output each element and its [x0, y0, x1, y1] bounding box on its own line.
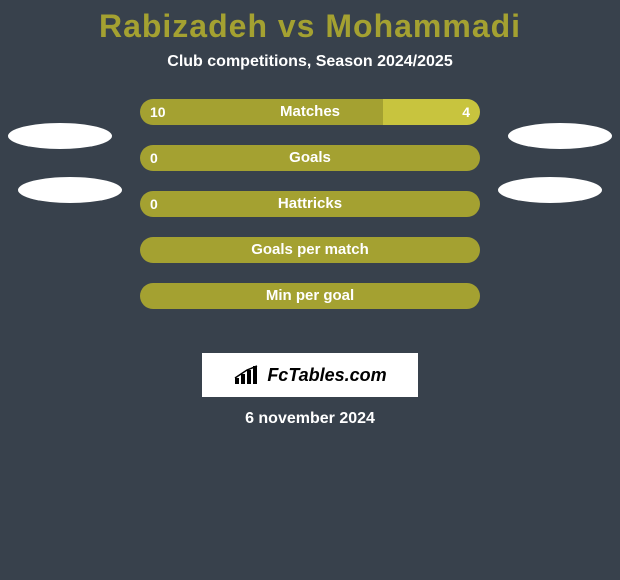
- player-ellipse: [18, 177, 122, 203]
- date-text: 6 november 2024: [0, 410, 620, 428]
- stat-row: Goals per match: [0, 237, 620, 263]
- bar-fill-left: [140, 145, 480, 171]
- bar-fill-left: [140, 191, 480, 217]
- player-ellipse: [8, 123, 112, 149]
- bar-value-left: 0: [150, 191, 158, 217]
- subtitle: Club competitions, Season 2024/2025: [0, 53, 620, 71]
- player-ellipse: [508, 123, 612, 149]
- player-ellipse: [498, 177, 602, 203]
- logo-text: FcTables.com: [267, 365, 386, 386]
- bar-value-right: 4: [140, 99, 470, 125]
- bar-fill-left: [140, 237, 480, 263]
- bar-fill-left: [140, 283, 480, 309]
- bar-track: [140, 191, 480, 217]
- stat-row: Goals0: [0, 145, 620, 171]
- fctables-logo: FcTables.com: [202, 353, 418, 397]
- page-title: Rabizadeh vs Mohammadi: [0, 0, 620, 45]
- stat-row: Min per goal: [0, 283, 620, 309]
- chart-icon: [233, 364, 261, 386]
- bar-track: [140, 145, 480, 171]
- stat-row: Matches104: [0, 99, 620, 125]
- bar-value-left: 0: [150, 145, 158, 171]
- bar-track: [140, 283, 480, 309]
- bar-track: [140, 237, 480, 263]
